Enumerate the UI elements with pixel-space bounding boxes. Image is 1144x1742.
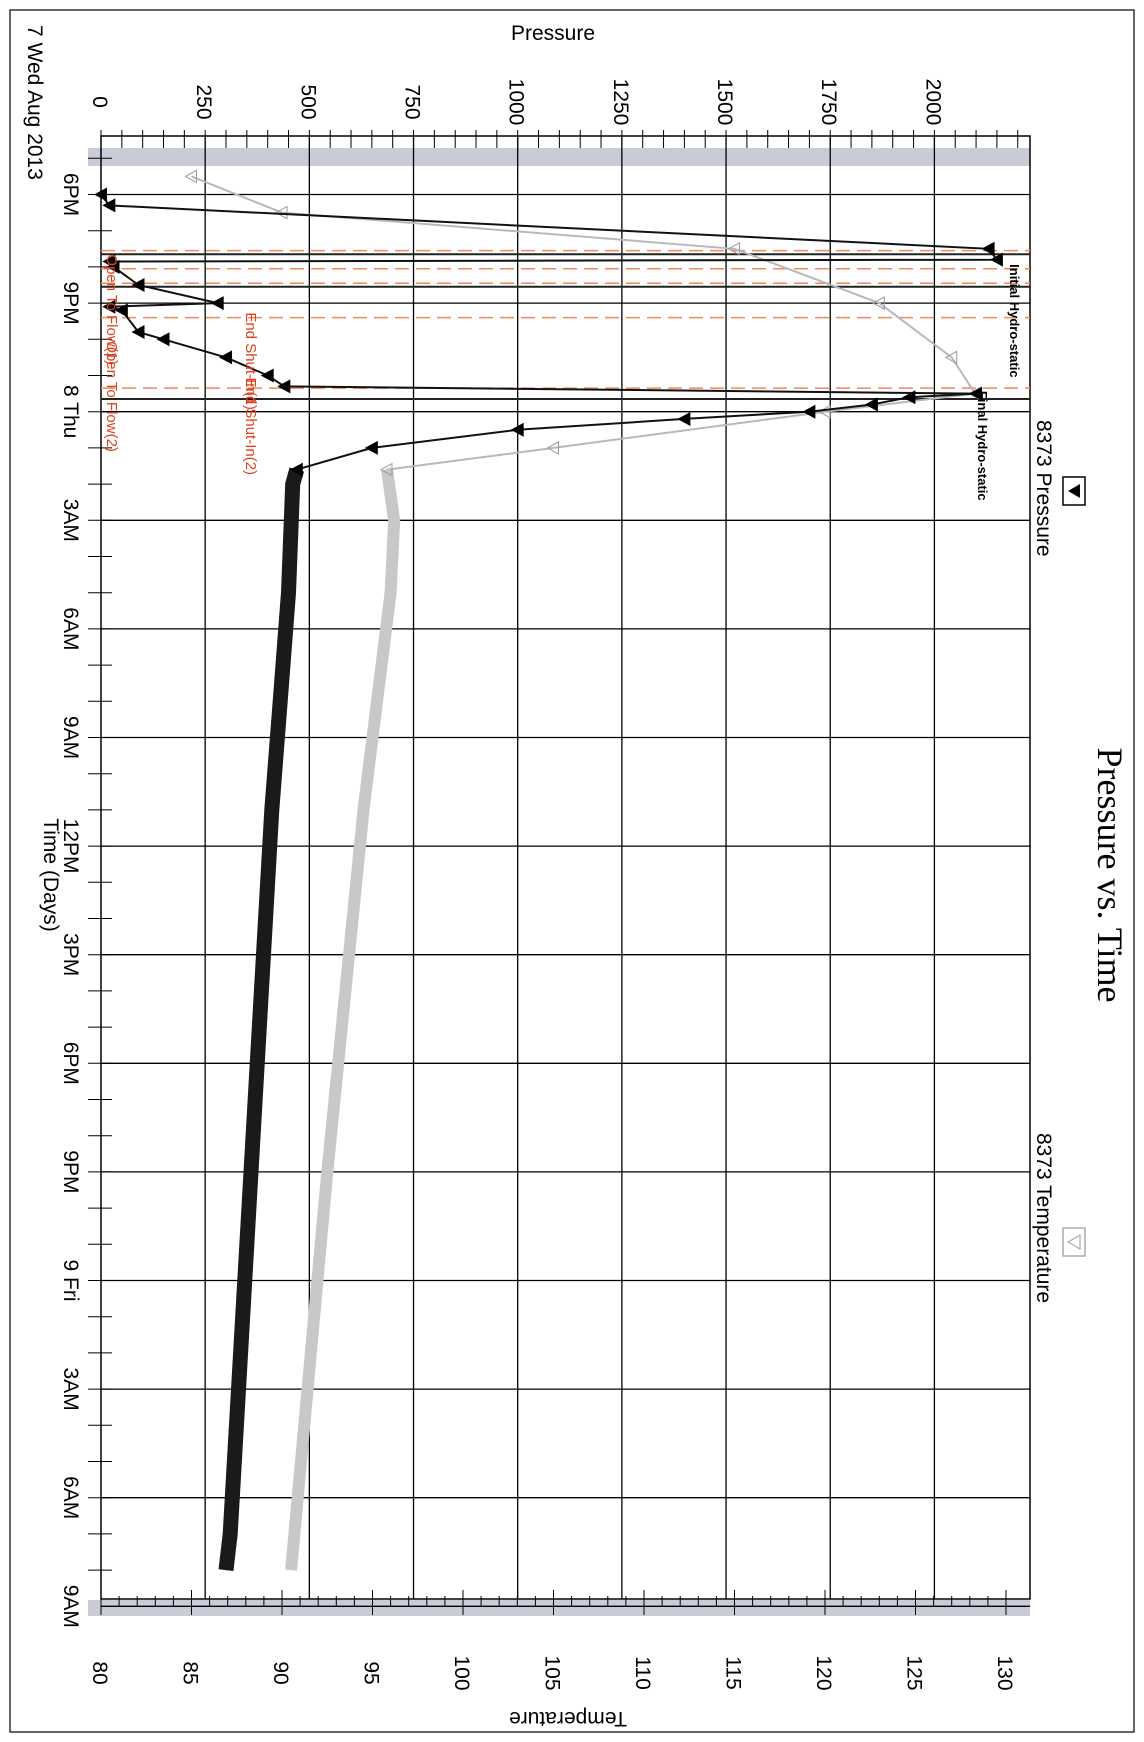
grid [101,136,1030,1607]
time-tick-label: 9AM [59,1585,82,1628]
pressure-marker [131,325,145,340]
temperature-marker [274,205,288,220]
pressure-line-dense [218,467,305,1571]
time-axis-band [88,148,1030,166]
temperature-axis-title: Temperature [509,1707,627,1730]
pressure-marker [94,187,107,202]
chart-title: Pressure vs. Time [1090,747,1130,1002]
pressure-marker [989,252,1003,267]
time-tick-label: 9PM [59,1150,82,1193]
pressure-marker [902,390,916,405]
pressure-marker [677,411,691,426]
time-tick-label: 3AM [59,499,82,542]
pressure-tick-label: 1750 [817,79,840,126]
legend-temperature-marker [1066,1233,1081,1251]
pressure-axis-title: Pressure [511,22,595,45]
pressure-tick-label: 2000 [921,79,944,126]
page-border [9,9,1135,1733]
temperature-marker [872,296,885,310]
pressure-marker [114,303,128,318]
pressure-marker [156,332,170,347]
time-tick-label: 6AM [59,1476,82,1519]
temperature-tick-label: 80 [88,1661,111,1684]
series [94,169,1003,1571]
time-tick-label: 12PM [59,819,82,874]
time-tick-label: 6AM [59,607,82,650]
pressure-marker [802,404,816,419]
time-tick-label: 6PM [59,1042,82,1085]
start-date-label: 7 Wed Aug 2013 [23,25,46,180]
temperature-line-dense [285,468,401,1571]
event-annotation: Initial Hydro-static [1007,264,1022,377]
temperature-tick-label: 110 [631,1656,654,1689]
event-annotation: End Shut-In(1) [242,312,259,410]
event-annotation: Open To Flow(2) [103,341,120,452]
legend-pressure-marker [1068,484,1080,498]
pressure-tick-label: 1000 [505,79,528,126]
pressure-marker [210,296,224,311]
temperature-tick-label: 100 [450,1655,473,1690]
event-annotation: End Shut-In(2) [242,378,259,476]
pressure-marker [219,350,233,365]
temperature-tick-label: 115 [722,1656,745,1689]
temperature-marker [184,169,197,184]
time-tick-label: 3AM [59,1368,82,1411]
axis-ticks [88,130,1019,1615]
pressure-tick-label: 500 [296,84,319,119]
time-tick-label: 9PM [59,282,82,325]
pressure-marker [102,299,116,314]
temperature-marker [817,404,831,419]
annotations: Initial Hydro-static Final Hydro-static En… [103,254,1022,500]
temperature-tick-label: 85 [179,1661,202,1684]
pressure-marker [981,241,995,256]
pressure-tick-label: 750 [401,84,424,119]
time-tick-label: 6PM [59,173,82,216]
temperature-tick-label: 105 [541,1655,564,1690]
temperature-marker [727,241,740,256]
temperature-tick-label: 90 [269,1661,292,1684]
legend-pressure-label: 8373 Pressure [1032,420,1055,557]
pressure-marker [260,368,274,383]
pressure-tick-label: 1500 [713,79,736,126]
event-annotation: Open To Flow(1) [103,254,120,365]
temperature-axis-band [88,1600,1030,1616]
legend-temperature-swatch[interactable] [1062,1227,1086,1257]
event-lines [101,249,1030,401]
pressure-tick-label: 250 [192,84,215,119]
axis-labels: 6PM 9PM 8 Thu 3AM 6AM 9AM 12PM 3PM 6PM 9PM 9 Fri 3A… [59,79,1016,1691]
time-axis-title: Time (Days) [39,818,62,932]
time-tick-label: 9AM [59,716,82,759]
temperature-tick-label: 125 [903,1655,926,1690]
temperature-marker [944,350,958,365]
temperature-tick-label: 95 [360,1661,383,1684]
pressure-marker [102,198,116,213]
temperature-tick-label: 130 [993,1655,1016,1690]
pressure-marker [864,397,878,412]
pressure-tick-label: 1250 [609,79,632,126]
pressure-marker [106,259,120,274]
legend-temperature-label: 8373 Temperature [1032,1133,1055,1303]
pressure-marker [289,462,303,477]
temperature-marker [379,462,393,477]
pressure-marker [969,386,983,401]
pressure-tick-label: 0 [88,96,111,108]
temperature-marker [546,441,559,455]
time-tick-label: 8 Thu [59,385,82,438]
time-tick-label: 3PM [59,933,82,976]
pressure-marker [510,422,524,437]
time-tick-label: 9 Fri [59,1260,82,1302]
plot-area [100,135,1031,1600]
pressure-marker [131,278,145,292]
pressure-marker [364,440,378,455]
pressure-marker [277,379,291,394]
legend: 8373 Pressure 8373 Temperature [1032,420,1086,1303]
temperature-tick-label: 120 [812,1655,835,1690]
event-annotation: Final Hydro-static [975,391,990,501]
